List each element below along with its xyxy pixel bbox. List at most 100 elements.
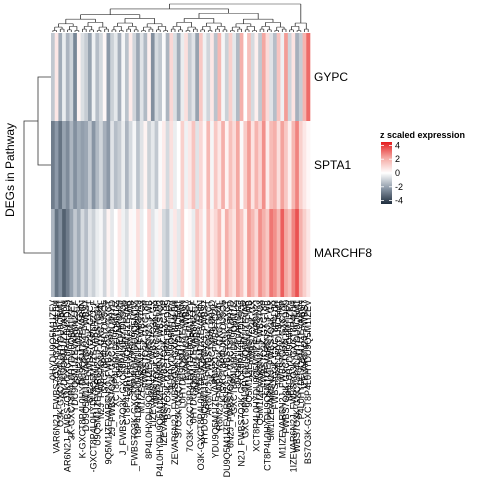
heatmap-cell	[154, 121, 159, 209]
heatmap-cell	[88, 121, 92, 209]
heatmap-cell	[54, 121, 59, 209]
heatmap-cell	[76, 33, 81, 121]
heatmap-cell	[258, 209, 263, 297]
heatmap-cell	[276, 33, 281, 121]
heatmap-cell	[65, 121, 70, 209]
heatmap-cell	[51, 121, 55, 209]
heatmap-cell	[180, 209, 185, 297]
column-label: AR6N2J_FWBS7O3K-GXCT8P4L0HYDU9	[63, 300, 73, 472]
heatmap-cell	[165, 209, 170, 297]
heatmap-cell	[169, 33, 174, 121]
column-label: GXCT8P4L0HYDU9Q5	[100, 300, 110, 394]
heatmap-cell	[91, 33, 96, 121]
heatmap-cell	[113, 209, 118, 297]
heatmap-cell	[228, 121, 233, 209]
heatmap-cell	[295, 33, 300, 121]
heatmap-cell	[54, 33, 59, 121]
heatmap-cell	[247, 209, 252, 297]
column-label: 1IZEVAR6N2J_FWBS7O3K-GXCT8P4L0H	[288, 300, 298, 472]
heatmap-cell	[99, 33, 104, 121]
column-label: 8P4L0HYDU9Q5M1IZEV	[285, 300, 295, 401]
column-label: 5M1IZEVAR6N2J_FWB	[126, 300, 136, 395]
heatmap-cell	[224, 33, 229, 121]
column-label: 9Q5M1IZEVAR6N2J_FWB	[244, 300, 254, 407]
heatmap-cell	[210, 33, 215, 121]
column-label: EVAR6N2J_FWBS7	[181, 300, 191, 381]
column-dendrogram	[52, 3, 309, 32]
column-label: -GXCT8P4L0HYDU9Q5M1IZEVAR6N2J_F	[89, 299, 99, 472]
heatmap-cell	[210, 209, 215, 297]
heatmap-cell	[302, 121, 307, 209]
heatmap-cell	[73, 33, 78, 121]
column-label: DU9Q5M1IZEVAR6N2J_FWBS7O3K-GXCT	[222, 300, 232, 478]
heatmap-cell	[150, 209, 155, 297]
legend-tick-label: 0	[395, 168, 400, 178]
heatmap-cell	[154, 209, 159, 297]
row-label: GYPC	[314, 70, 348, 84]
heatmap-cell	[217, 209, 222, 297]
heatmap-cell	[206, 209, 211, 297]
heatmap-cell	[254, 33, 259, 121]
heatmap-cell	[110, 33, 115, 121]
heatmap-cell	[95, 121, 100, 209]
column-label: 3K-GXCT8P4L0HYD	[207, 300, 217, 385]
heatmap-cell	[261, 121, 266, 209]
heatmap-cell	[110, 121, 115, 209]
heatmap-cell	[269, 33, 274, 121]
heatmap-cell	[99, 209, 104, 297]
heatmap-cell	[143, 209, 148, 297]
heatmap-cell	[236, 121, 240, 209]
heatmap-cell	[273, 33, 277, 121]
heatmap-cell	[269, 209, 274, 297]
column-label: HYDU9Q5M1IZEVAR6N	[59, 300, 69, 398]
heatmap-cell	[250, 33, 255, 121]
heatmap-cell	[99, 121, 104, 209]
heatmap-cell	[254, 121, 259, 209]
legend-tick-label: 4	[395, 140, 400, 150]
column-label: BS7O3K-GXCT8P4L0HYDU9Q5M1IZEV	[303, 300, 313, 464]
heatmap-cell	[287, 209, 292, 297]
column-label: XCT8P4L0HYDU9Q5M1IZ	[111, 300, 121, 408]
heatmap-cell	[287, 121, 292, 209]
heatmap-cell	[258, 33, 263, 121]
heatmap-cell	[228, 33, 233, 121]
column-label: 8P4L0HYDU9Q5M1IZEVAR6N2J_FWB	[144, 300, 154, 459]
y-axis-title: DEGs in Pathway	[3, 123, 17, 217]
heatmap-cell	[136, 33, 141, 121]
column-label: -GXCT8P4L0HYDU9Q5M1IZ	[229, 300, 239, 418]
heatmap-cell	[121, 33, 126, 121]
heatmap-cell	[136, 121, 141, 209]
column-label: 6N2J_FWBS7O3K-GXCT	[85, 300, 95, 404]
legend-colorbar	[381, 142, 392, 204]
heatmap-cell	[176, 33, 181, 121]
heatmap-cell	[73, 209, 78, 297]
legend-tick-label: 2	[395, 154, 400, 164]
column-label: M1IZEVAR6N2J_FWBS7O3K-GXCT8P	[277, 300, 287, 458]
column-label: N2J_FWBS7O3K-GXCT8P4L	[96, 300, 106, 419]
heatmap-cell	[199, 33, 203, 121]
heatmap-cell	[239, 121, 244, 209]
heatmap-cell	[54, 209, 59, 297]
heatmap-cell	[213, 121, 218, 209]
heatmap-cell	[217, 121, 222, 209]
heatmap-cell	[125, 209, 129, 297]
heatmap-cell	[136, 209, 141, 297]
heatmap-cell	[221, 33, 226, 121]
column-label: YDU9Q5M1IZEVAR6N2J_F	[70, 300, 80, 412]
column-label: BS7O3K-GXCT8P4L0HYDU9	[163, 300, 173, 420]
heatmap-cell	[265, 33, 270, 121]
heatmap-cell	[162, 121, 166, 209]
heatmap-cell	[206, 33, 211, 121]
heatmap-cell	[162, 209, 166, 297]
heatmap-cell	[125, 121, 129, 209]
column-label: U9Q5M1IZEVAR6N2J	[233, 300, 243, 389]
column-label: ZEVAR6N2J_FWBS7O3K-GXCT8P4L0H	[170, 300, 180, 465]
heatmap-cell	[276, 121, 281, 209]
column-label: XCT8P4L0HYDU9Q5M1IZEVAR6N2J	[251, 300, 261, 452]
heatmap-cell	[143, 121, 148, 209]
heatmap-cell	[195, 33, 200, 121]
heatmap-cell	[187, 209, 192, 297]
heatmap-cell	[206, 121, 211, 209]
heatmap-cells	[51, 33, 311, 297]
